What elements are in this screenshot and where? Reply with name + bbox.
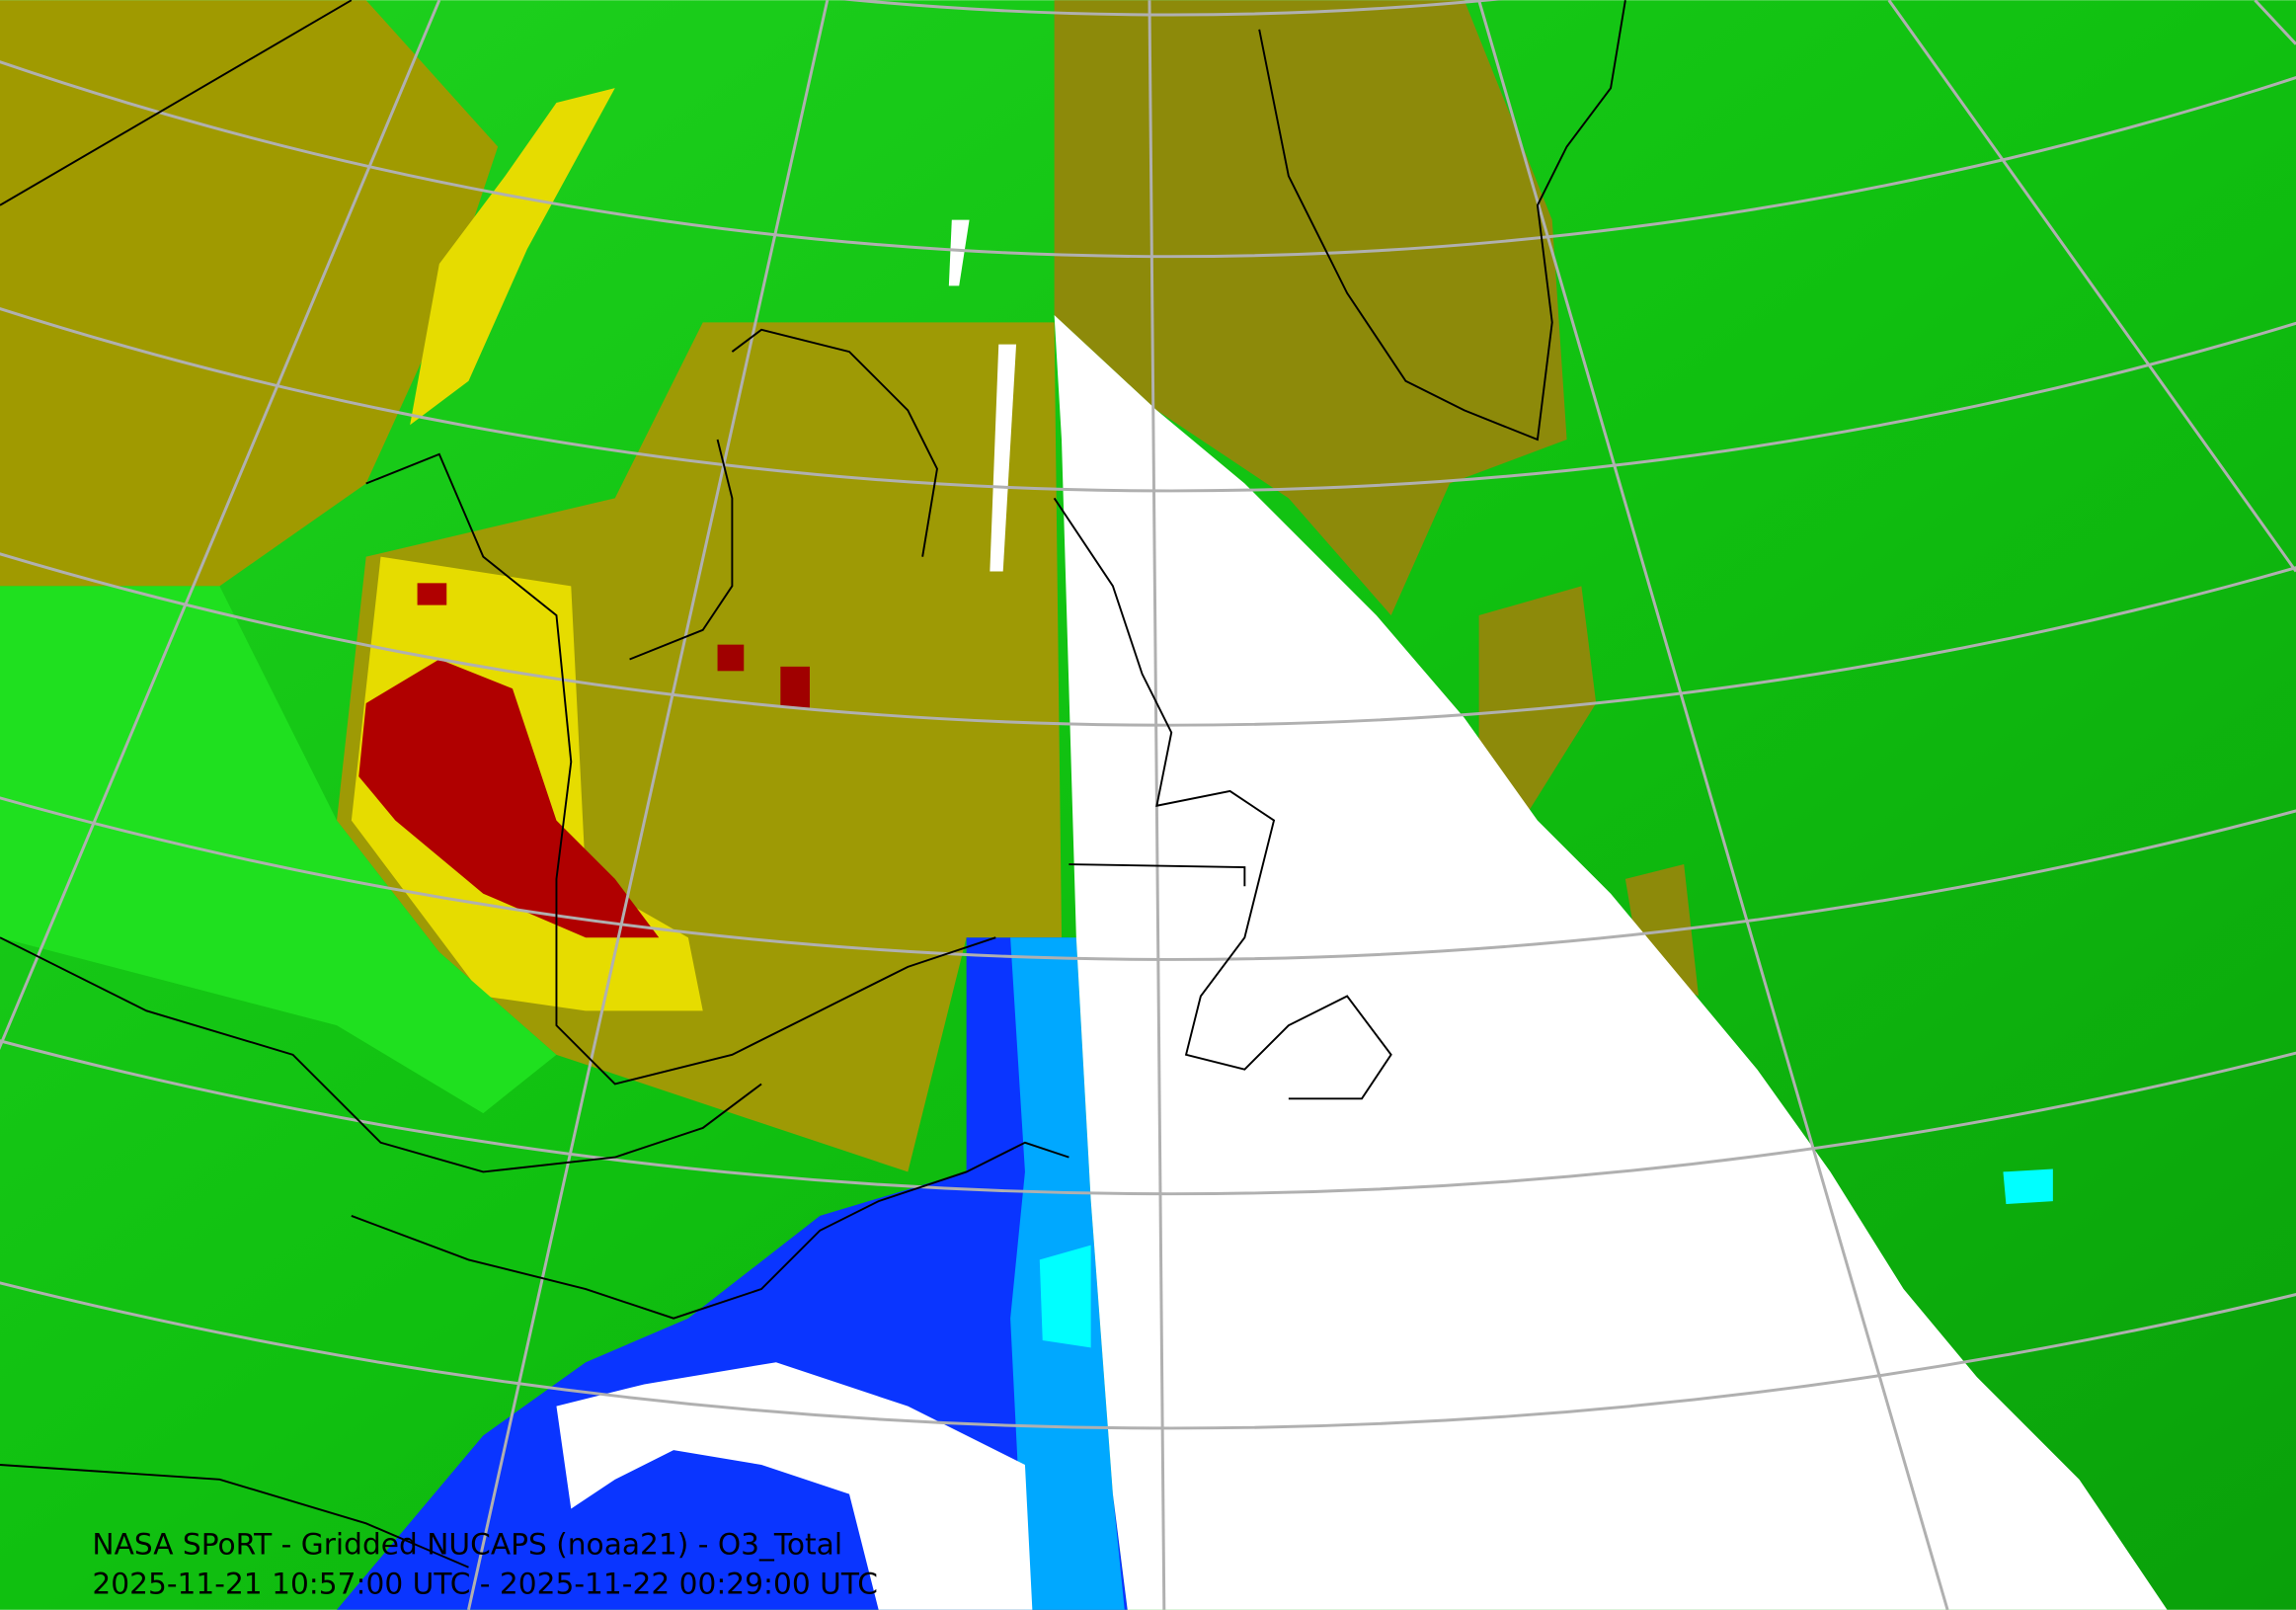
coastlines [0,0,1626,1569]
caption-title: NASA SPoRT - Gridded NUCAPS (noaa21) - O… [92,1526,842,1561]
caption-time-range: 2025-11-21 10:57:00 UTC - 2025-11-22 00:… [92,1566,878,1600]
